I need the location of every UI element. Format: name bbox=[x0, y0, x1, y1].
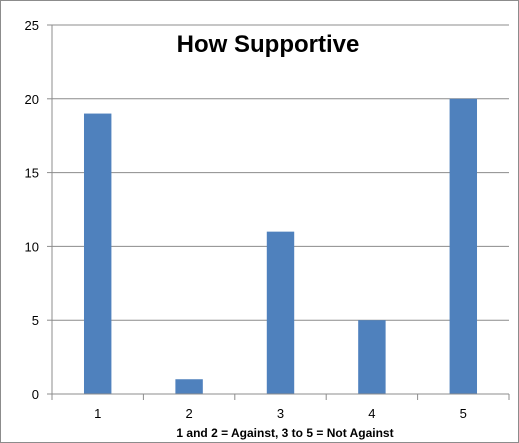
bar-series bbox=[83, 98, 478, 395]
bar-2 bbox=[175, 379, 203, 394]
x-tick-label: 1 bbox=[94, 406, 101, 421]
tick-labels: 0 5 10 15 20 25 1 2 3 4 5 bbox=[25, 18, 467, 421]
x-axis-title: 1 and 2 = Against, 3 to 5 = Not Against bbox=[176, 426, 393, 440]
y-tick-label: 0 bbox=[32, 387, 39, 402]
chart-title: How Supportive bbox=[177, 31, 360, 58]
axes bbox=[47, 24, 510, 400]
x-tick-label: 3 bbox=[277, 406, 284, 421]
bar-3 bbox=[266, 231, 295, 394]
bar-5 bbox=[449, 98, 478, 395]
x-tick-label: 2 bbox=[185, 406, 192, 421]
y-tick-label: 10 bbox=[25, 239, 39, 254]
y-tick-label: 25 bbox=[25, 18, 39, 33]
bar-1 bbox=[83, 113, 112, 394]
y-tick-label: 20 bbox=[25, 92, 39, 107]
bar-4 bbox=[358, 320, 386, 394]
x-tick-label: 4 bbox=[368, 406, 375, 421]
x-tick-label: 5 bbox=[460, 406, 467, 421]
y-tick-label: 15 bbox=[25, 166, 39, 181]
y-tick-label: 5 bbox=[32, 313, 39, 328]
